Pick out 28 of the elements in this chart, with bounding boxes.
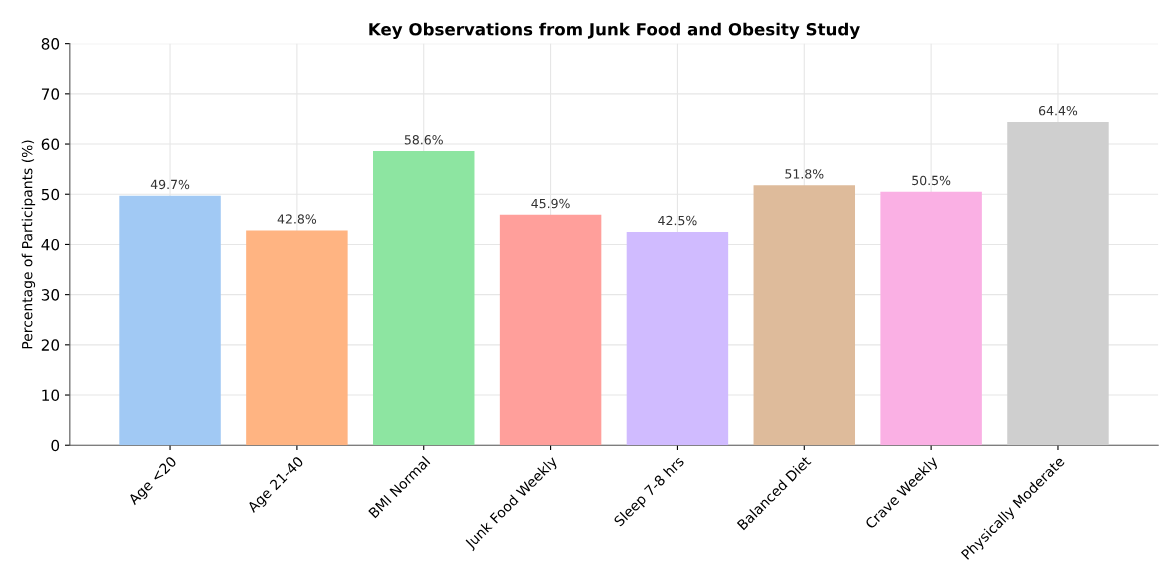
chart-title: Key Observations from Junk Food and Obesity Study <box>369 22 860 39</box>
y-tick-label: 30 <box>41 289 60 301</box>
data-label: 49.7% <box>150 179 190 190</box>
data-label: 42.8% <box>277 214 317 224</box>
data-label: 51.8% <box>785 169 824 179</box>
y-axis-title: Percentage of Participants (%) <box>21 140 36 349</box>
bar <box>119 195 221 446</box>
bar <box>499 214 602 446</box>
data-label: 58.6% <box>404 135 443 145</box>
y-tick-label: 80 <box>41 38 60 50</box>
bar <box>1007 121 1109 446</box>
y-tick-label: 60 <box>41 138 60 151</box>
bar <box>373 151 475 446</box>
data-label: 64.4% <box>1038 105 1078 116</box>
data-label: 50.5% <box>912 175 951 186</box>
data-label: 42.5% <box>658 215 697 226</box>
bar <box>880 191 982 446</box>
bar <box>246 230 348 446</box>
y-tick-label: 40 <box>41 238 60 251</box>
y-tick-label: 70 <box>41 88 60 100</box>
y-tick-label: 10 <box>42 389 60 402</box>
data-label: 45.9% <box>531 198 570 209</box>
y-tick-label: 20 <box>41 339 60 351</box>
bar <box>753 185 856 446</box>
y-tick-label: 50 <box>41 188 60 201</box>
x-tick-label: Age <20 <box>127 455 179 508</box>
bar <box>626 231 729 446</box>
y-tick-label: 0 <box>51 439 60 452</box>
